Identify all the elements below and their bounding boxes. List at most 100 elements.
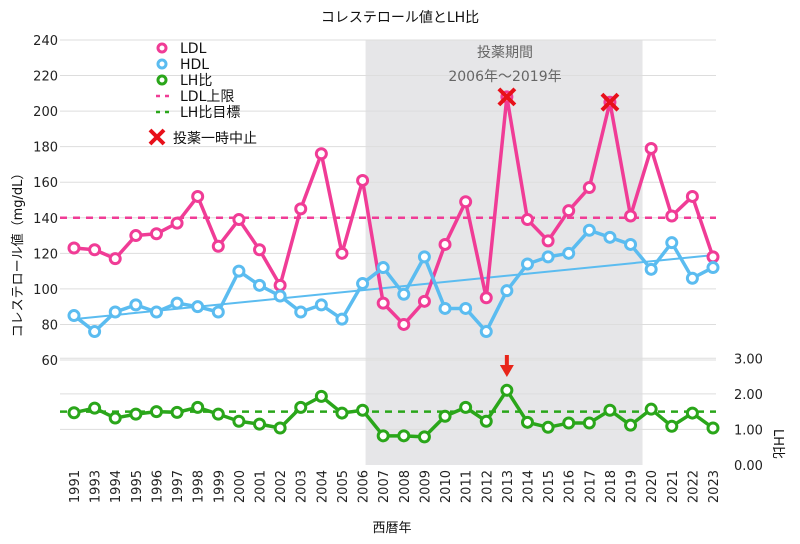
y2-tick-label: 2.00 xyxy=(734,388,763,403)
data-point xyxy=(562,416,576,430)
data-point xyxy=(335,406,349,420)
data-point xyxy=(376,429,390,443)
treatment-period-shade xyxy=(365,40,643,465)
data-point xyxy=(624,418,638,432)
y-tick-label: 100 xyxy=(33,283,58,298)
x-tick-label: 2016 xyxy=(563,470,578,503)
data-point xyxy=(253,243,267,257)
data-point xyxy=(170,405,184,419)
legend-marker-icon xyxy=(156,42,168,54)
data-point xyxy=(562,246,576,260)
y-tick-label: 120 xyxy=(33,247,58,262)
data-point xyxy=(624,237,638,251)
data-point xyxy=(644,141,658,155)
y-tick-label: 220 xyxy=(33,70,58,85)
data-point xyxy=(149,405,163,419)
data-point xyxy=(417,430,431,444)
data-point xyxy=(520,213,534,227)
x-tick-label: 1996 xyxy=(150,470,165,503)
data-point xyxy=(459,195,473,209)
x-tick-label: 1991 xyxy=(68,470,83,503)
data-point xyxy=(314,147,328,161)
x-tick-label: 1994 xyxy=(109,470,124,503)
data-point xyxy=(191,300,205,314)
data-point xyxy=(438,237,452,251)
data-point xyxy=(170,216,184,230)
x-tick-label: 2021 xyxy=(666,470,681,503)
y-tick-label: 60 xyxy=(41,354,58,369)
data-point xyxy=(253,278,267,292)
data-point xyxy=(603,230,617,244)
data-point xyxy=(294,305,308,319)
y-tick-label: 240 xyxy=(33,34,58,49)
data-point xyxy=(211,407,225,421)
data-point xyxy=(665,419,679,433)
data-point xyxy=(479,325,493,339)
x-tick-label: 2011 xyxy=(460,470,475,503)
data-point xyxy=(644,402,658,416)
y2-tick-label: 1.00 xyxy=(734,423,763,438)
data-point xyxy=(211,239,225,253)
data-point xyxy=(88,401,102,415)
data-point xyxy=(67,406,81,420)
y-tick-label: 140 xyxy=(33,212,58,227)
y2-tick-label: 3.00 xyxy=(734,352,763,367)
y2-tick-label: 0.00 xyxy=(734,459,763,474)
x-tick-label: 2019 xyxy=(625,470,640,503)
x-tick-label: 2006 xyxy=(357,470,372,503)
data-point xyxy=(356,173,370,187)
data-point xyxy=(232,213,246,227)
x-tick-label: 2014 xyxy=(521,470,536,503)
x-tick-label: 1995 xyxy=(130,470,145,503)
data-point xyxy=(356,277,370,291)
data-point xyxy=(417,294,431,308)
x-tick-label: 2020 xyxy=(645,470,660,503)
data-point xyxy=(397,317,411,331)
data-point xyxy=(88,243,102,257)
x-tick-label: 2004 xyxy=(315,470,330,503)
data-point xyxy=(685,271,699,285)
data-point xyxy=(665,236,679,250)
data-point xyxy=(685,189,699,203)
x-tick-label: 1997 xyxy=(171,470,186,503)
data-point xyxy=(603,403,617,417)
data-point xyxy=(582,416,596,430)
data-point xyxy=(67,309,81,323)
data-point xyxy=(253,417,267,431)
data-point xyxy=(500,284,514,298)
x-tick-label: 2002 xyxy=(274,470,289,503)
legend-label: HDL xyxy=(180,57,209,73)
x-tick-label: 2001 xyxy=(254,470,269,503)
x-tick-label: 2005 xyxy=(336,470,351,503)
x-tick-label: 2017 xyxy=(583,470,598,503)
data-point xyxy=(335,312,349,326)
pause-x-marker xyxy=(600,92,620,112)
x-tick-label: 2022 xyxy=(686,470,701,503)
legend-label: LDL xyxy=(180,41,207,57)
legend-marker-icon xyxy=(156,74,168,86)
data-point xyxy=(520,415,534,429)
shade-label-2: 2006年〜2019年 xyxy=(448,69,561,85)
x-axis-label: 西暦年 xyxy=(372,521,411,536)
shade-label-1: 投薬期間 xyxy=(477,45,533,61)
y-tick-label: 160 xyxy=(33,176,58,191)
data-point xyxy=(232,264,246,278)
data-point xyxy=(417,250,431,264)
data-point xyxy=(108,305,122,319)
data-point xyxy=(438,301,452,315)
data-point xyxy=(88,325,102,339)
data-point xyxy=(376,296,390,310)
legend-label: LH比目標 xyxy=(180,105,240,121)
data-point xyxy=(479,291,493,305)
data-point xyxy=(459,400,473,414)
data-point xyxy=(438,409,452,423)
data-point xyxy=(149,227,163,241)
data-point xyxy=(665,209,679,223)
x-tick-label: 1998 xyxy=(192,470,207,503)
data-point xyxy=(170,296,184,310)
data-point xyxy=(582,181,596,195)
legend-label: LDL上限 xyxy=(180,89,234,105)
data-point xyxy=(541,250,555,264)
